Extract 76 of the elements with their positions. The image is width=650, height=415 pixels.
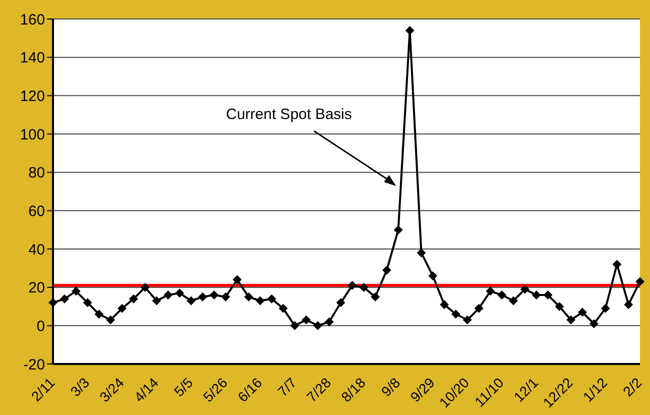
y-tick-label: 80 xyxy=(28,164,45,182)
point xyxy=(600,304,610,313)
point xyxy=(60,294,70,304)
point xyxy=(198,292,208,302)
point xyxy=(313,321,322,330)
point xyxy=(359,282,368,292)
point xyxy=(486,286,495,296)
point xyxy=(244,292,254,302)
x-tick-label: 2/2 xyxy=(620,374,645,400)
point xyxy=(497,290,506,300)
y-tick-label: 0 xyxy=(36,318,45,335)
point xyxy=(428,271,438,280)
x-tick-label: 8/18 xyxy=(338,374,369,406)
y-tick-label: 120 xyxy=(20,88,45,105)
point xyxy=(416,248,426,258)
point xyxy=(278,304,288,313)
point xyxy=(152,296,162,306)
point xyxy=(186,296,196,306)
x-tick-label: 5/26 xyxy=(200,374,231,406)
point xyxy=(532,290,541,300)
x-tick-label: 3/3 xyxy=(67,374,92,400)
point xyxy=(370,292,380,302)
point xyxy=(336,298,346,308)
y-tick-label: 20 xyxy=(28,280,45,297)
point xyxy=(129,294,138,304)
point xyxy=(554,302,564,311)
point xyxy=(382,266,392,275)
point xyxy=(566,315,576,324)
point xyxy=(267,294,276,304)
x-tick-label: 6/16 xyxy=(234,374,266,406)
x-tick-label: 7/7 xyxy=(274,374,300,400)
point xyxy=(589,319,598,328)
point xyxy=(636,277,644,286)
point xyxy=(175,288,184,298)
point xyxy=(72,286,81,296)
y-tick-label: 140 xyxy=(20,50,45,67)
point xyxy=(624,300,633,310)
point xyxy=(48,298,58,308)
x-tick-label: 9/8 xyxy=(378,374,404,400)
point xyxy=(140,282,150,292)
point xyxy=(440,300,449,310)
point xyxy=(324,317,334,326)
point xyxy=(118,304,127,313)
x-tick-label: 7/28 xyxy=(303,374,334,406)
point xyxy=(474,304,484,313)
y-tick-label: -20 xyxy=(23,356,45,374)
point xyxy=(302,315,311,324)
point xyxy=(348,280,357,290)
point xyxy=(462,315,472,324)
y-tick-label: 160 xyxy=(20,11,45,28)
x-tick-label: 5/5 xyxy=(170,374,196,400)
point xyxy=(221,292,230,302)
point xyxy=(232,275,242,284)
point xyxy=(520,284,530,294)
point xyxy=(451,310,460,319)
x-tick-label: 2/11 xyxy=(28,374,58,404)
point xyxy=(256,296,265,306)
point xyxy=(106,315,116,324)
y-tick-label: 40 xyxy=(28,241,45,258)
point xyxy=(94,310,104,319)
x-tick-label: 12/1 xyxy=(510,374,542,406)
x-tick-label: 4/14 xyxy=(130,374,162,406)
y-tick-label: 60 xyxy=(28,202,45,220)
point xyxy=(405,26,414,35)
point xyxy=(612,260,622,269)
point xyxy=(83,298,92,308)
x-tick-label: 3/24 xyxy=(96,374,127,406)
point xyxy=(210,290,219,300)
point xyxy=(394,225,403,234)
point xyxy=(164,290,173,300)
y-tick-label: 100 xyxy=(20,126,45,144)
point xyxy=(290,321,300,330)
point xyxy=(578,308,587,317)
point xyxy=(508,296,518,306)
x-tick-label: 9/29 xyxy=(407,374,438,406)
annotation: Current Spot Basis xyxy=(226,106,352,123)
